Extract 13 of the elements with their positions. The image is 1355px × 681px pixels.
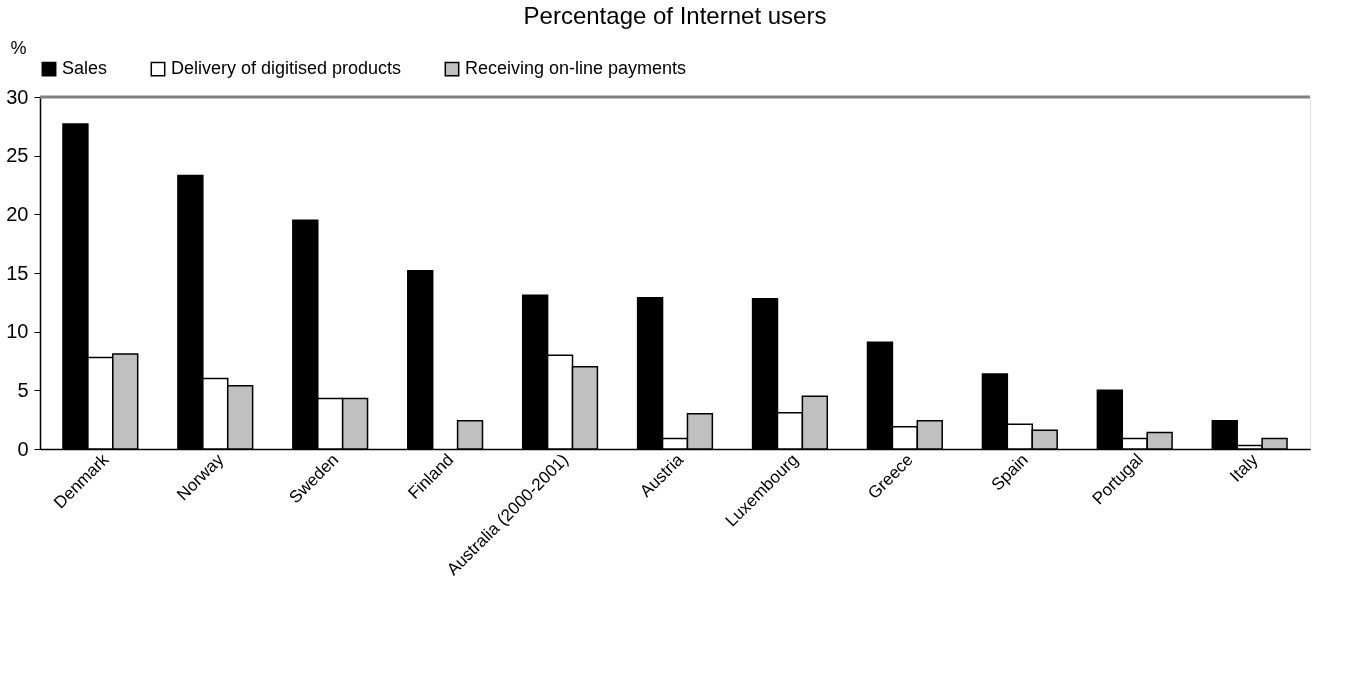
- x-tick-label: Italy: [1226, 449, 1263, 486]
- legend-label: Sales: [62, 58, 108, 79]
- y-tick-label: 20: [6, 202, 29, 225]
- y-tick-label: 30: [6, 85, 29, 108]
- y-tick-label: 15: [6, 261, 29, 284]
- legend-label: Receiving on-line payments: [465, 58, 687, 79]
- legend-label: Delivery of digitised products: [171, 58, 402, 79]
- y-tick-label: 5: [17, 378, 29, 401]
- y-axis-title: %: [10, 37, 27, 58]
- y-tick-label: 10: [6, 320, 29, 343]
- y-tick-label: 0: [17, 437, 29, 460]
- y-tick-label: 25: [6, 144, 29, 167]
- chart-title: Percentage of Internet users: [523, 2, 827, 29]
